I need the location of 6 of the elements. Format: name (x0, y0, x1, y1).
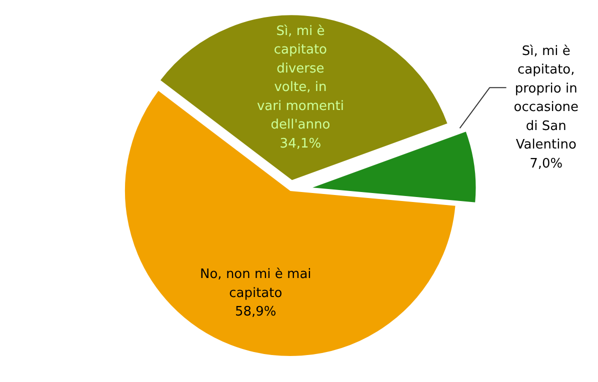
slice-label: No, non mi è mai capitato (200, 267, 312, 301)
slice-label: Sì, mi è capitato, proprio in occasione di San Valentino (514, 44, 579, 152)
data-label: 34,1% (280, 136, 322, 152)
slice-label: Sì, mi è capitato diverse volte, in vari momenti dell'anno (256, 24, 344, 133)
data-label: 58,9% (234, 304, 276, 320)
data-label: 7,0% (530, 156, 563, 172)
